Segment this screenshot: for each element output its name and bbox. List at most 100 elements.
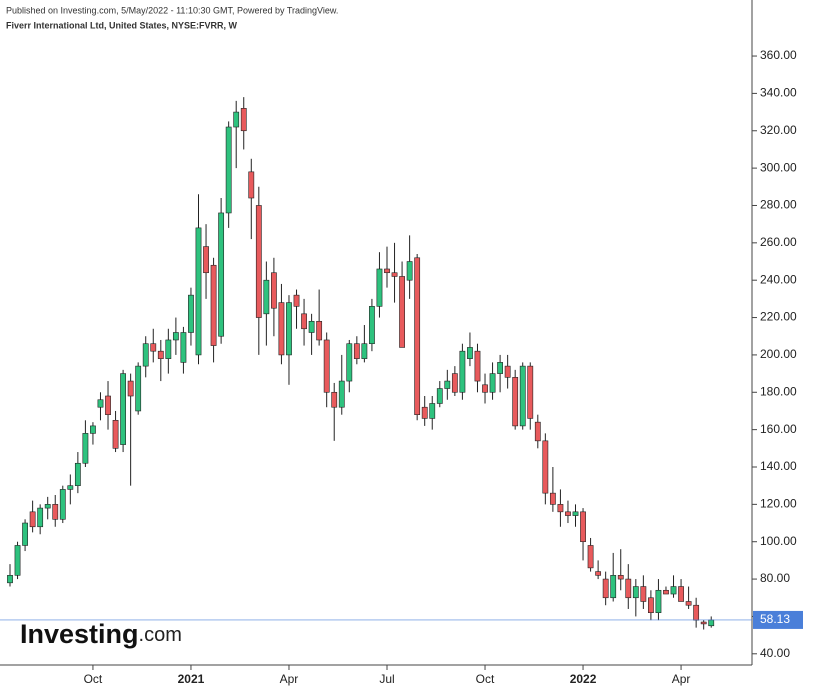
candle-body bbox=[527, 365, 534, 419]
candle-body bbox=[142, 343, 149, 367]
candle-body bbox=[150, 343, 157, 352]
symbol-title: Fiverr International Ltd, United States,… bbox=[6, 20, 238, 30]
candle-body bbox=[602, 578, 609, 599]
candle-body bbox=[610, 575, 617, 599]
candle-body bbox=[67, 485, 74, 490]
y-tick-label: 160.00 bbox=[760, 422, 797, 436]
candle-body bbox=[467, 347, 473, 359]
candle-body bbox=[632, 586, 639, 599]
candle-body bbox=[572, 511, 579, 516]
y-tick-label: 360.00 bbox=[760, 48, 797, 62]
candle-body bbox=[708, 619, 715, 627]
candle-body bbox=[90, 425, 96, 434]
candle-body bbox=[37, 507, 44, 528]
last-price-label: 58.13 bbox=[760, 612, 790, 626]
candle-body bbox=[263, 279, 270, 315]
candle-body bbox=[361, 343, 368, 359]
candle-body bbox=[384, 268, 390, 274]
y-tick-label: 140.00 bbox=[760, 459, 797, 473]
candle-body bbox=[655, 589, 662, 613]
candle-body bbox=[421, 406, 428, 419]
y-tick-label: 240.00 bbox=[760, 272, 797, 286]
y-tick-label: 300.00 bbox=[760, 160, 797, 174]
candle-body bbox=[210, 264, 217, 346]
candle-body bbox=[451, 373, 458, 393]
candle-body bbox=[22, 522, 28, 546]
plot bbox=[7, 97, 715, 630]
candle-body bbox=[595, 571, 602, 576]
candle-body bbox=[135, 365, 142, 412]
candle-body bbox=[376, 268, 383, 307]
candle-body bbox=[617, 575, 624, 580]
candle-body bbox=[255, 205, 262, 318]
candle-body bbox=[580, 511, 586, 543]
logo-brand: Investing bbox=[20, 619, 139, 649]
candle-body bbox=[233, 111, 240, 128]
candle-body bbox=[82, 433, 89, 464]
x-tick-label: Oct bbox=[84, 672, 103, 686]
logo-suffix: .com bbox=[139, 624, 182, 646]
x-tick-label: Apr bbox=[672, 672, 691, 686]
candle-body bbox=[557, 504, 564, 513]
candle-body bbox=[225, 126, 232, 214]
candle-body bbox=[685, 601, 692, 606]
candle-body bbox=[444, 380, 451, 389]
candle-body bbox=[165, 339, 172, 359]
candle-body bbox=[459, 350, 466, 393]
x-tick-label: Apr bbox=[280, 672, 299, 686]
candle-body bbox=[240, 108, 247, 132]
candle-body bbox=[323, 339, 330, 393]
candle-body bbox=[188, 294, 194, 333]
candle-body bbox=[338, 380, 345, 408]
candle-body bbox=[316, 320, 323, 341]
candle-body bbox=[678, 586, 684, 602]
candle-body bbox=[248, 171, 255, 199]
candle-body bbox=[436, 388, 443, 404]
candle-body bbox=[429, 403, 436, 419]
candle-body bbox=[7, 575, 13, 584]
candle-body bbox=[474, 350, 481, 382]
candle-body bbox=[301, 313, 307, 330]
candle-body bbox=[647, 597, 654, 613]
candle-body bbox=[414, 257, 421, 415]
y-tick-label: 40.00 bbox=[760, 646, 790, 660]
published-note: Published on Investing.com, 5/May/2022 -… bbox=[6, 5, 338, 15]
candle-body bbox=[519, 365, 526, 427]
candle-body bbox=[353, 343, 360, 359]
candle-body bbox=[331, 391, 338, 408]
candle-body bbox=[549, 492, 556, 505]
candle-body bbox=[293, 294, 300, 307]
candle-body bbox=[127, 380, 134, 397]
candle-body bbox=[534, 421, 541, 442]
candle-body bbox=[700, 621, 707, 625]
y-tick-label: 120.00 bbox=[760, 497, 797, 511]
candle-body bbox=[44, 504, 51, 509]
candle-body bbox=[369, 306, 375, 345]
candle-body bbox=[112, 419, 119, 449]
y-tick-label: 80.00 bbox=[760, 571, 790, 585]
candle-body bbox=[52, 504, 59, 520]
y-tick-label: 200.00 bbox=[760, 347, 797, 361]
candle-body bbox=[203, 246, 209, 274]
x-tick-label: Oct bbox=[476, 672, 495, 686]
last-price-box bbox=[753, 610, 803, 629]
candle-body bbox=[482, 384, 488, 393]
x-tick-label: 2022 bbox=[570, 672, 597, 686]
candle-body bbox=[195, 227, 202, 356]
candle-body bbox=[74, 462, 81, 486]
candle-body bbox=[286, 302, 292, 356]
candle-body bbox=[504, 365, 511, 378]
candle-body bbox=[663, 589, 669, 595]
x-tick-label: Jul bbox=[379, 672, 394, 686]
x-tick-label: 2021 bbox=[178, 672, 205, 686]
candle-body bbox=[29, 511, 36, 528]
candle-body bbox=[640, 586, 647, 602]
candle-body bbox=[512, 377, 519, 427]
y-tick-label: 320.00 bbox=[760, 123, 797, 137]
candle-body bbox=[97, 399, 104, 408]
candle-body bbox=[105, 395, 111, 415]
candle-body bbox=[587, 545, 594, 569]
logo: Investing.com bbox=[20, 619, 182, 649]
